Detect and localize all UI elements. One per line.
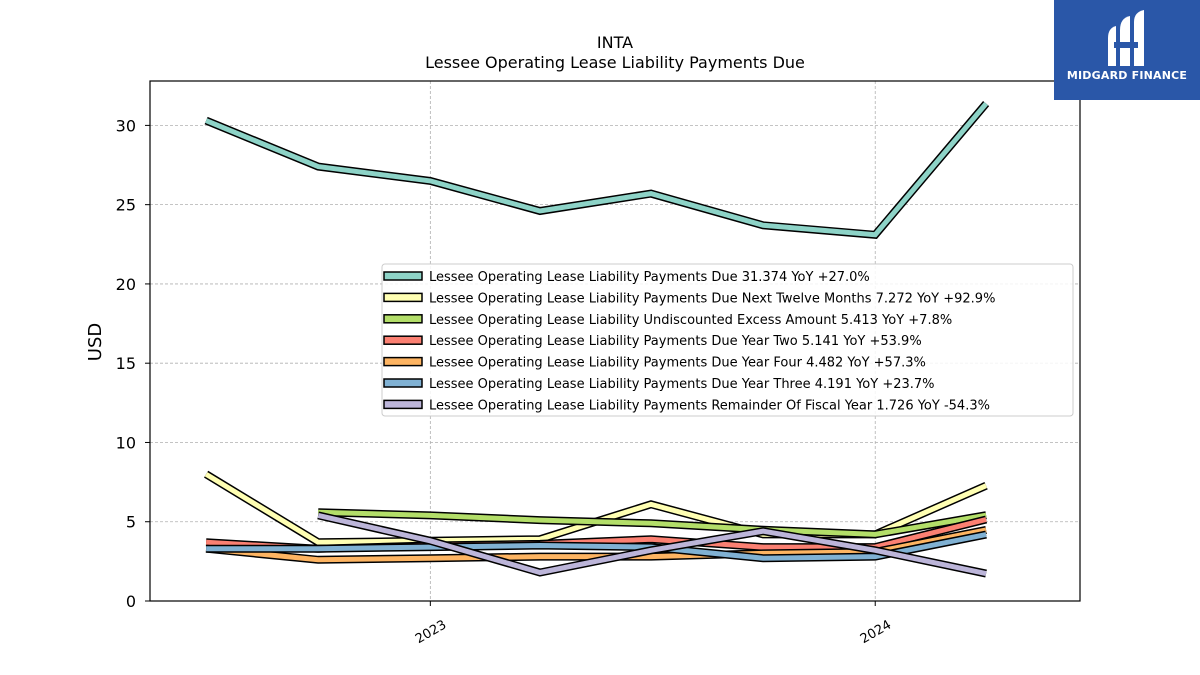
series-fill <box>205 101 989 238</box>
series-line <box>318 508 987 539</box>
y-tick-label: 30 <box>116 116 136 135</box>
legend-swatch <box>383 399 423 410</box>
legend-swatch <box>383 378 423 388</box>
series-line <box>317 511 987 578</box>
legend-entry: Lessee Operating Lease Liability Payment… <box>429 398 990 413</box>
brand-mark-icon <box>1108 10 1144 66</box>
legend-entry: Lessee Operating Lease Liability Payment… <box>429 334 922 349</box>
y-tick-label: 20 <box>116 275 136 294</box>
series-fill <box>206 532 987 561</box>
legend-entry: Lessee Operating Lease Liability Undisco… <box>429 313 952 328</box>
legend-swatch <box>383 335 423 345</box>
y-tick-label: 0 <box>126 592 136 611</box>
series-fill <box>318 509 987 537</box>
legend-entry: Lessee Operating Lease Liability Payment… <box>429 377 935 392</box>
series-fill <box>205 527 987 563</box>
legend: Lessee Operating Lease Liability Payment… <box>381 263 1074 417</box>
legend-entry: Lessee Operating Lease Liability Payment… <box>429 356 926 371</box>
y-tick-label: 25 <box>116 196 136 215</box>
y-tick-label: 10 <box>116 433 136 452</box>
y-tick-label: 5 <box>126 513 136 532</box>
brand-logo: MIDGARD FINANCE <box>1054 0 1200 100</box>
series-line <box>206 530 987 563</box>
legend-swatch <box>383 292 423 303</box>
legend-swatch <box>383 356 423 367</box>
y-tick-label: 15 <box>116 354 136 373</box>
y-axis-label: USD <box>85 323 106 361</box>
x-tick-label: 2023 <box>413 618 449 648</box>
legend-entry: Lessee Operating Lease Liability Payment… <box>429 270 870 285</box>
plot-frame <box>149 80 1081 602</box>
legend-box <box>381 263 1074 417</box>
legend-swatch <box>383 314 423 324</box>
series-line <box>204 101 990 239</box>
legend-entry: Lessee Operating Lease Liability Payment… <box>429 291 995 306</box>
series-line <box>205 525 987 564</box>
chart-subtitle: Lessee Operating Lease Liability Payment… <box>425 53 805 72</box>
axes: 0 5 10 15 20 25 30 2023 2024 <box>116 80 1081 648</box>
series-fill <box>317 512 987 577</box>
legend-swatch <box>383 271 423 281</box>
brand-name: MIDGARD FINANCE <box>1066 69 1188 82</box>
chart-title: INTA <box>597 33 633 52</box>
x-tick-label: 2024 <box>858 618 894 648</box>
series-lines <box>204 101 990 578</box>
